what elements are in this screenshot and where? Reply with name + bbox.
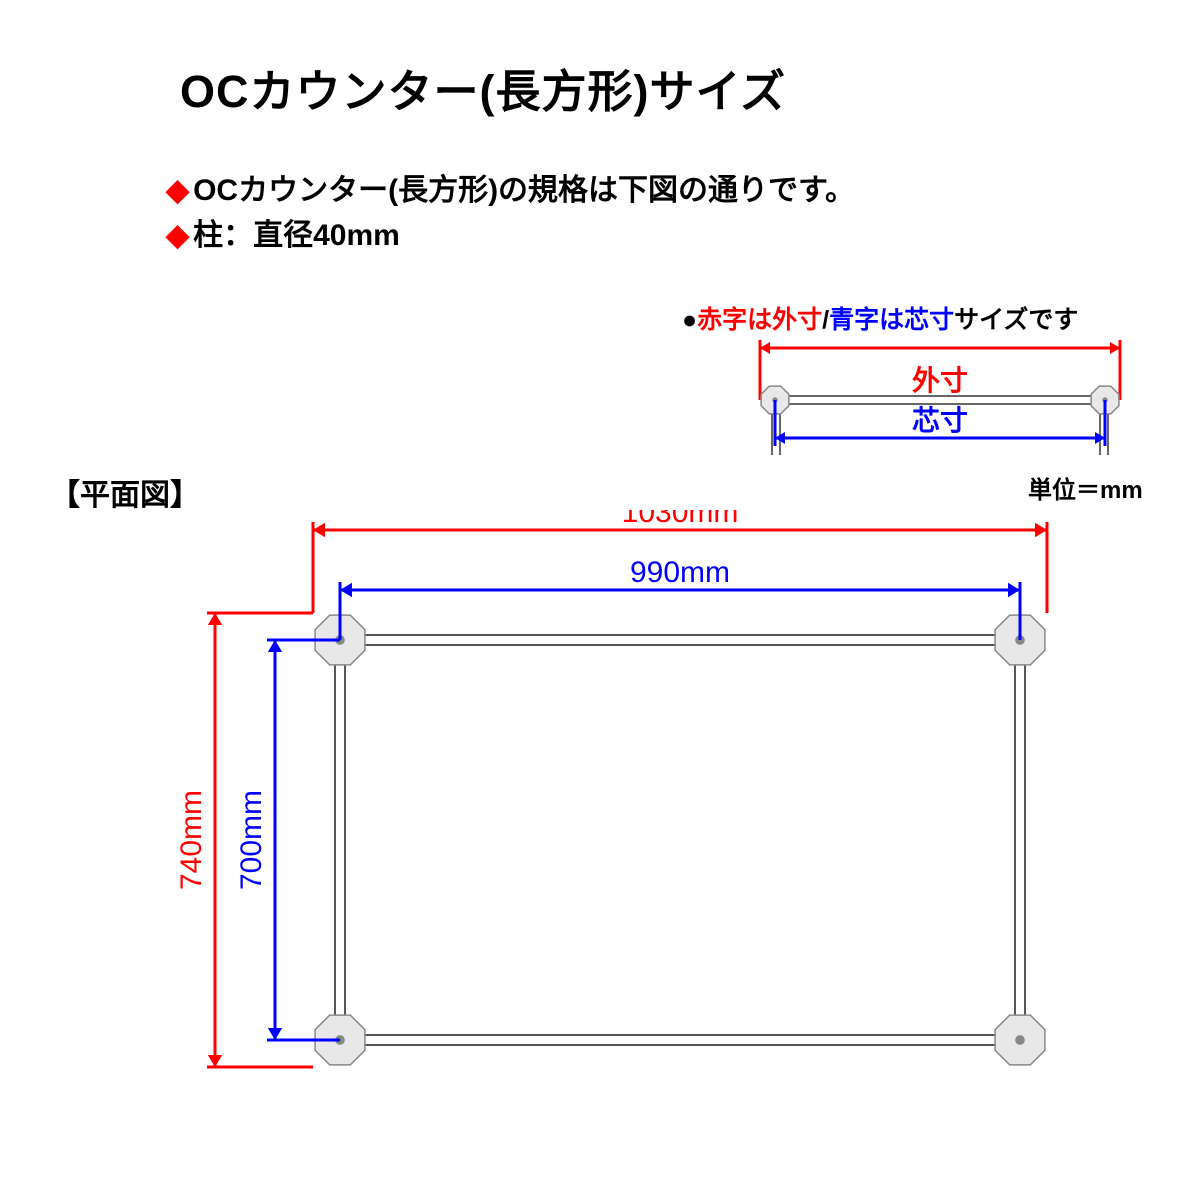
section-label: 【平面図】: [50, 470, 200, 514]
legend-prefix: ●: [682, 306, 697, 334]
outer-width-label: 1030mm: [622, 510, 739, 529]
bullet-2: ◆柱：直径40mm: [166, 210, 400, 254]
bullet-1: ◆OCカウンター(長方形)の規格は下図の通りです。: [166, 165, 855, 209]
page-title: OCカウンター(長方形)サイズ: [180, 55, 786, 120]
bullet-1-text: OCカウンター(長方形)の規格は下図の通りです。: [193, 174, 855, 207]
outer-height-label: 740mm: [175, 790, 208, 890]
unit-label: 単位＝mm: [1028, 470, 1143, 505]
svg-text:芯寸: 芯寸: [912, 405, 968, 436]
plan-diagram: 1030mm 740mm 990mm 700mm: [80, 510, 1100, 1070]
bullet-2-text: 柱：直径40mm: [193, 219, 400, 252]
inner-height-label: 700mm: [235, 790, 268, 890]
svg-text:外寸: 外寸: [912, 365, 968, 396]
legend-diagram: 外寸芯寸: [740, 330, 1140, 470]
page: OCカウンター(長方形)サイズ ◆OCカウンター(長方形)の規格は下図の通りです…: [0, 0, 1200, 1200]
inner-width-label: 990mm: [630, 556, 730, 589]
diamond-icon: ◆: [166, 218, 189, 253]
diamond-icon: ◆: [166, 173, 189, 208]
